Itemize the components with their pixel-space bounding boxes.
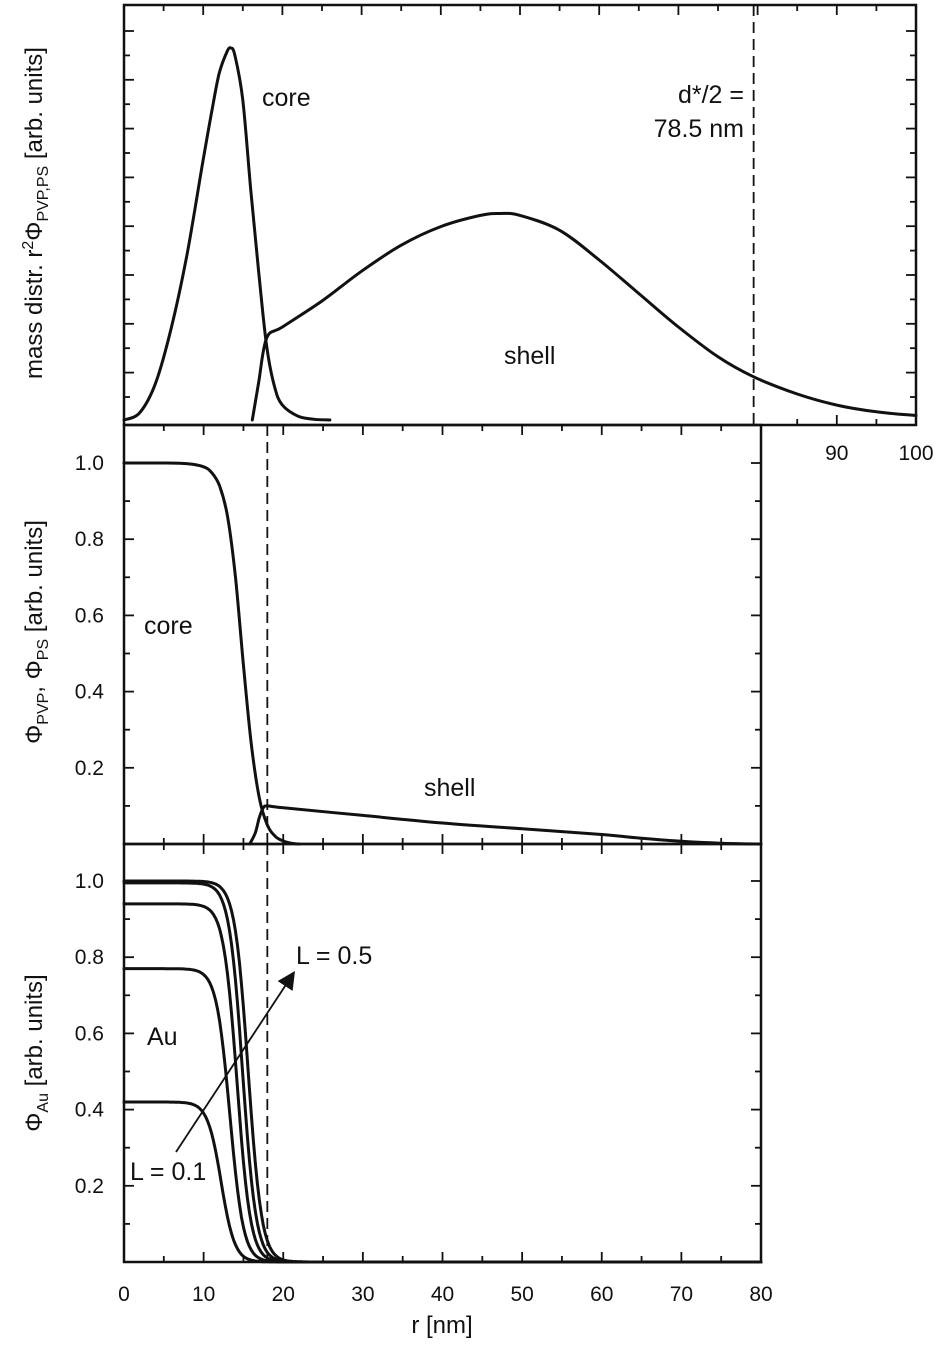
top-y-axis-label-phi: Φ	[21, 222, 48, 241]
bottom-panel-frame	[122, 842, 763, 1264]
top-y-axis-label-sub: PVP,PS	[35, 166, 52, 222]
bottom-x-tick-label: 80	[749, 1283, 772, 1306]
bottom-y-tick-label: 0.6	[75, 1022, 104, 1045]
top-x-tick-label: 90	[825, 442, 848, 465]
bottom-x-tick-label: 20	[272, 1283, 295, 1306]
middle-y-tick-label: 0.2	[75, 757, 104, 780]
bottom-y-axis-label: ΦAu [arb. units]	[21, 974, 52, 1131]
au-profile-curve	[122, 902, 763, 1264]
bottom-y-tick-label: 0.8	[75, 946, 104, 969]
bottom-y-tick-label: 0.2	[75, 1175, 104, 1198]
top-y-axis-label-sup: 2	[20, 241, 37, 250]
bottom-y-axis-label-sub: Au	[35, 1093, 52, 1113]
l-max-label: L = 0.5	[296, 942, 372, 970]
middle-y-tick-label: 0.6	[75, 604, 104, 627]
middle-y-axis-label-sub-pvp: PVP	[35, 693, 52, 725]
tick-labels: 90 100 1.0 0.8 0.6 0.4 0.2 1.0 0.8 0.6 0.4 0.2 0 10 20…	[75, 442, 934, 1306]
top-core-label: core	[262, 84, 311, 112]
bottom-y-tick-label: 1.0	[75, 870, 104, 893]
top-shell-label: shell	[504, 342, 555, 370]
l-min-label: L = 0.1	[130, 1158, 206, 1186]
top-y-axis-label-unit: [arb. units]	[21, 47, 48, 166]
top-y-axis-label: mass distr. r2ΦPVP,PS [arb. units]	[20, 47, 52, 379]
au-profile-curve	[122, 881, 763, 1264]
middle-y-tick-label: 0.4	[75, 681, 105, 704]
d-star-label: d*/2 =	[678, 81, 744, 109]
au-profile-curve	[122, 967, 763, 1264]
middle-shell-label: shell	[424, 774, 475, 802]
bottom-y-axis-label-phi: Φ	[21, 1113, 48, 1132]
middle-core-curve	[122, 461, 301, 846]
x-axis-label: r [nm]	[411, 1312, 472, 1339]
middle-y-axis-label-unit: [arb. units]	[21, 520, 48, 639]
middle-core-label: core	[144, 612, 193, 640]
top-y-axis-label-part-0: mass distr. r	[21, 250, 48, 379]
bottom-x-tick-label: 10	[192, 1283, 215, 1306]
tick-marks	[123, 5, 917, 1262]
middle-shell-curve	[248, 804, 763, 846]
au-profile-curve	[122, 879, 763, 1264]
middle-y-axis-label-sub-ps: PS	[35, 639, 52, 660]
bottom-y-tick-label: 0.4	[75, 1099, 105, 1122]
middle-y-axis-label-phi: Φ	[21, 725, 48, 744]
bottom-x-tick-label: 40	[431, 1283, 454, 1306]
d-star-value: 78.5 nm	[654, 115, 744, 143]
au-label: Au	[147, 1023, 178, 1051]
top-core-curve	[122, 46, 332, 422]
curves	[122, 5, 918, 1264]
bottom-x-tick-label: 0	[118, 1283, 130, 1306]
bottom-x-tick-label: 50	[510, 1283, 533, 1306]
bottom-x-tick-label: 70	[670, 1283, 693, 1306]
middle-y-tick-label: 1.0	[75, 452, 104, 475]
middle-y-tick-label: 0.8	[75, 528, 104, 551]
bottom-x-tick-label: 30	[351, 1283, 374, 1306]
l-arrow	[175, 970, 295, 1153]
bottom-y-axis-label-unit: [arb. units]	[21, 974, 48, 1093]
top-shell-curve	[250, 211, 918, 422]
bottom-x-tick-label: 60	[590, 1283, 613, 1306]
au-profile-curve	[122, 1100, 763, 1264]
middle-y-axis-label: ΦPVP, ΦPS [arb. units]	[21, 520, 52, 744]
middle-y-axis-label-phi2: , Φ	[21, 660, 48, 692]
top-x-tick-label: 100	[898, 442, 933, 465]
